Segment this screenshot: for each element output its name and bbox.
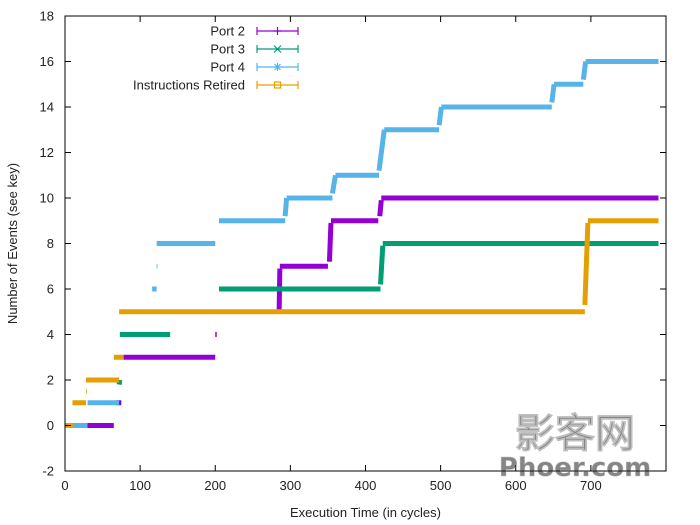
- legend-marker: [273, 45, 282, 53]
- y-tick-label: 2: [47, 373, 54, 388]
- series-segment: [326, 222, 334, 262]
- series-segment: [329, 174, 338, 194]
- legend-marker: [273, 81, 282, 89]
- legend-marker: [273, 63, 282, 71]
- y-tick-label: 14: [40, 100, 54, 115]
- x-tick-label: 100: [129, 478, 151, 493]
- watermark-chinese: 影客网: [515, 411, 635, 457]
- series-port-2: [86, 195, 659, 428]
- x-tick-label: 600: [505, 478, 527, 493]
- y-tick-label: 4: [47, 327, 54, 342]
- series-segment: [282, 197, 290, 217]
- legend-label: Port 2: [210, 24, 245, 39]
- series-segment: [549, 83, 557, 103]
- legend-entry: Port 3: [210, 42, 299, 57]
- legend-entry: Port 2: [210, 24, 299, 39]
- x-tick-label: 400: [355, 478, 377, 493]
- x-tick-label: 200: [204, 478, 226, 493]
- legend-label: Port 3: [210, 42, 245, 57]
- x-tick-label: 700: [580, 478, 602, 493]
- y-tick-label: 18: [40, 9, 54, 24]
- y-tick-label: 8: [47, 236, 54, 251]
- legend: Port 2 Port 3 Port 4 Instructions Retired: [133, 24, 299, 93]
- legend-entry: Port 4: [210, 60, 299, 75]
- series-segment: [580, 61, 589, 81]
- y-axis-title: Number of Events (see key): [5, 163, 20, 324]
- series-segment: [377, 200, 384, 217]
- legend-label: Instructions Retired: [133, 78, 245, 93]
- series-segment: [582, 222, 591, 306]
- y-tick-label: 16: [40, 54, 54, 69]
- legend-label: Port 4: [210, 60, 245, 75]
- series-instructions-retired: [65, 218, 659, 428]
- x-tick-label: 300: [280, 478, 302, 493]
- ticks-layer: 0 100 200 300 400 500 600 700 -2 0 2 4 6 8 10 12 14 16 18: [40, 9, 666, 493]
- y-tick-label: 6: [47, 282, 54, 297]
- x-axis-title: Execution Time (in cycles): [290, 505, 441, 520]
- y-tick-label: 10: [40, 191, 54, 206]
- series-layer: [65, 59, 659, 428]
- x-tick-label: 500: [430, 478, 452, 493]
- x-tick-label: 0: [61, 478, 68, 493]
- y-tick-label: 12: [40, 145, 54, 160]
- series-segment: [376, 129, 387, 172]
- legend-marker: [273, 27, 282, 35]
- watermark: 影客网 Phoer.com: [499, 411, 652, 484]
- legend-entry: Instructions Retired: [133, 78, 299, 93]
- watermark-domain: Phoer.com: [499, 453, 651, 483]
- series-segment: [116, 379, 123, 385]
- series-port-4: [74, 59, 659, 428]
- y-tick-label: 0: [47, 418, 54, 433]
- y-tick-label: -2: [42, 464, 54, 479]
- series-segment: [378, 245, 386, 285]
- series-port-3: [116, 241, 659, 385]
- series-segment: [436, 106, 444, 126]
